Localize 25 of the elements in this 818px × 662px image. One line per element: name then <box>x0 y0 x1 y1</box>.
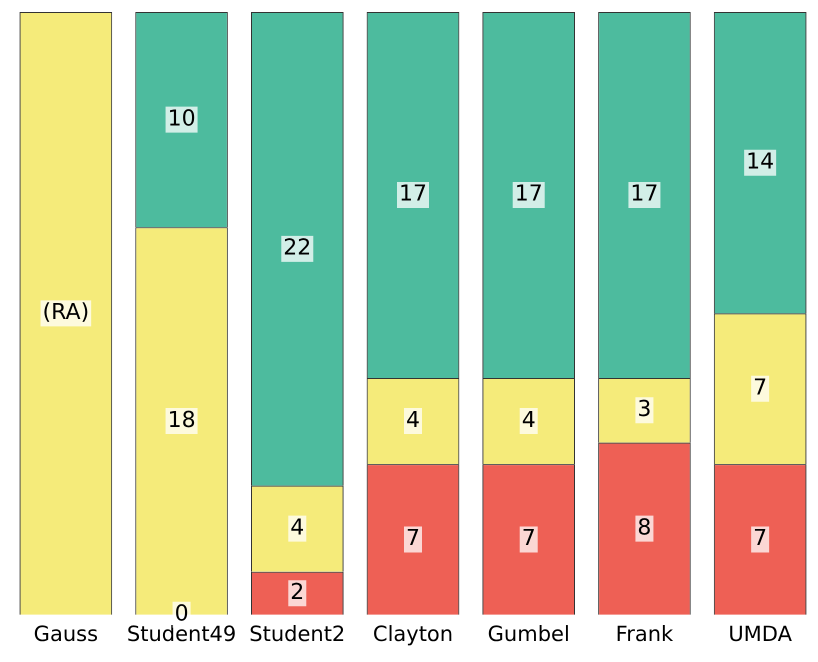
x-tick-label: Gauss <box>34 622 98 646</box>
x-tick-label: Frank <box>616 622 674 646</box>
data-label: 17 <box>630 182 658 207</box>
data-label: 4 <box>522 408 536 433</box>
data-label: 8 <box>637 515 652 540</box>
data-label: 10 <box>168 106 196 132</box>
data-label: 17 <box>399 182 427 207</box>
x-tick-label: Clayton <box>372 622 454 646</box>
data-label: 7 <box>753 375 768 400</box>
data-label: 18 <box>168 408 196 433</box>
data-label: 7 <box>406 526 420 552</box>
x-tick-label: UMDA <box>728 622 793 646</box>
data-label: 7 <box>753 526 768 552</box>
x-tick-label: Gumbel <box>488 622 570 646</box>
data-label: 17 <box>514 182 543 207</box>
data-label: 3 <box>637 396 652 422</box>
data-label: 4 <box>406 408 420 433</box>
data-label: 14 <box>746 149 774 174</box>
data-label: 4 <box>290 515 304 540</box>
data-label: (RA) <box>42 300 90 326</box>
data-label: 2 <box>290 580 304 605</box>
x-tick-label: Student2 <box>249 622 346 646</box>
data-label: 22 <box>283 236 312 261</box>
data-label: 7 <box>522 526 536 552</box>
annotation: 0 <box>174 602 189 627</box>
